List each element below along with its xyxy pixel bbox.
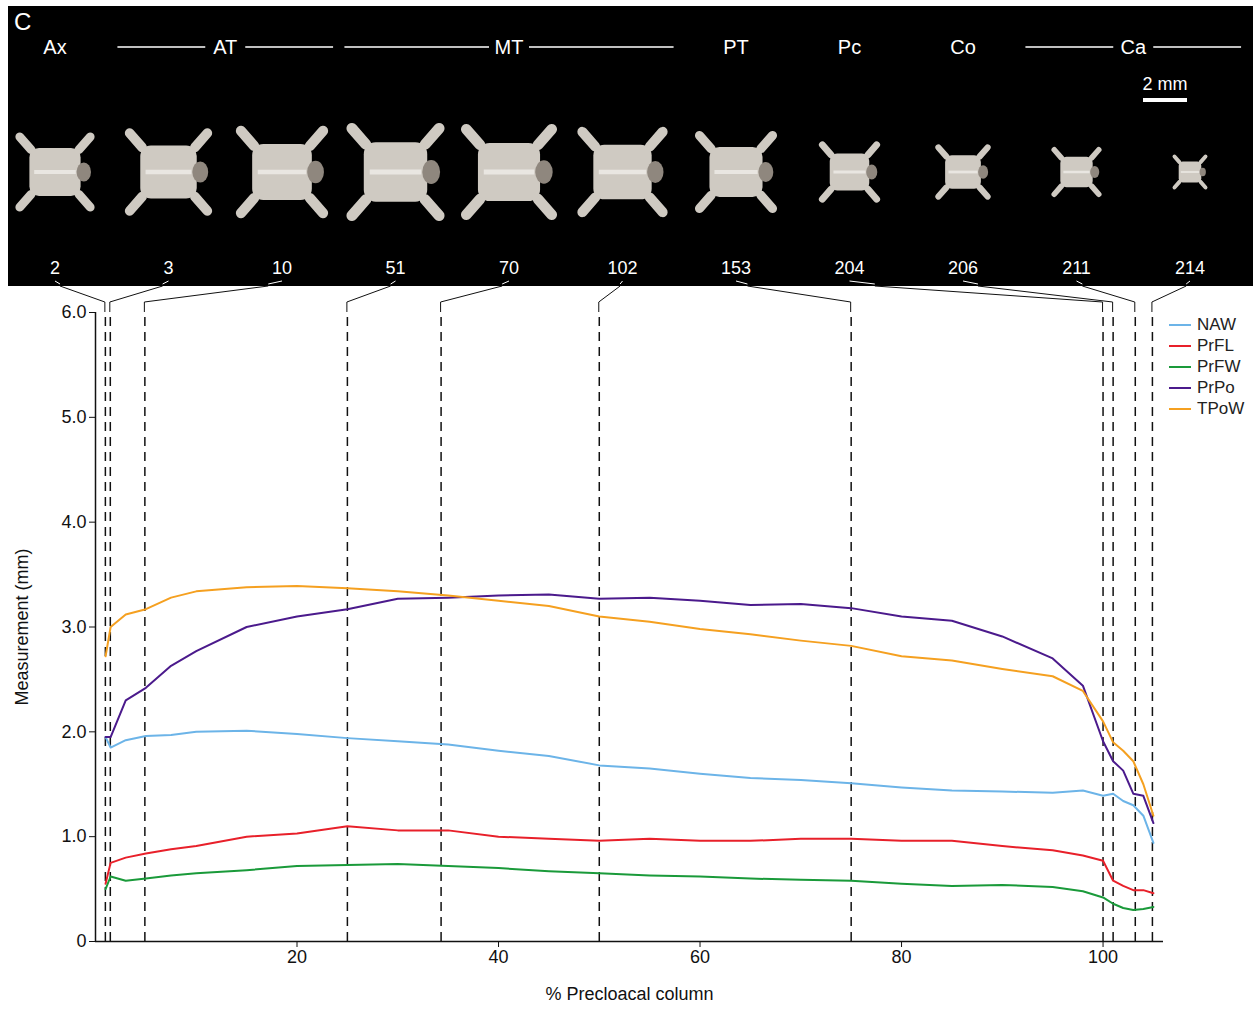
svg-text:Ax: Ax	[43, 36, 66, 58]
html-text:PrFL: PrFL	[1197, 335, 1234, 355]
svg-text:6.0: 6.0	[61, 302, 86, 322]
svg-text:214: 214	[1175, 258, 1205, 278]
svg-text:2 mm: 2 mm	[1143, 74, 1188, 94]
svg-text:80: 80	[892, 947, 912, 967]
svg-text:102: 102	[607, 258, 637, 278]
svg-text:Measurement (mm): Measurement (mm)	[12, 548, 32, 705]
html-text:PrPo: PrPo	[1197, 377, 1235, 397]
svg-text:4.0: 4.0	[61, 512, 86, 532]
svg-text:Pc: Pc	[838, 36, 861, 58]
svg-text:100: 100	[1088, 947, 1118, 967]
html-text:TPoW: TPoW	[1197, 398, 1245, 418]
svg-text:Ca: Ca	[1120, 36, 1146, 58]
html-text:NAW: NAW	[1197, 314, 1236, 334]
svg-text:1.0: 1.0	[61, 826, 86, 846]
svg-text:40: 40	[489, 947, 509, 967]
svg-text:3: 3	[163, 258, 173, 278]
svg-text:153: 153	[721, 258, 751, 278]
svg-text:PT: PT	[723, 36, 749, 58]
svg-text:20: 20	[287, 947, 307, 967]
svg-text:2: 2	[50, 258, 60, 278]
svg-text:C: C	[14, 8, 31, 35]
svg-text:2.0: 2.0	[61, 722, 86, 742]
svg-text:3.0: 3.0	[61, 617, 86, 637]
svg-text:0: 0	[76, 931, 86, 951]
svg-text:211: 211	[1062, 258, 1091, 278]
html-text:PrFW: PrFW	[1197, 356, 1241, 376]
svg-text:MT: MT	[495, 36, 524, 58]
svg-text:Co: Co	[950, 36, 976, 58]
svg-text:AT: AT	[213, 36, 237, 58]
svg-text:% Precloacal column: % Precloacal column	[545, 984, 713, 1004]
svg-text:60: 60	[690, 947, 710, 967]
svg-text:10: 10	[272, 258, 292, 278]
svg-text:204: 204	[834, 258, 864, 278]
svg-text:51: 51	[385, 258, 405, 278]
svg-text:70: 70	[499, 258, 519, 278]
svg-text:206: 206	[948, 258, 978, 278]
svg-text:5.0: 5.0	[61, 407, 86, 427]
